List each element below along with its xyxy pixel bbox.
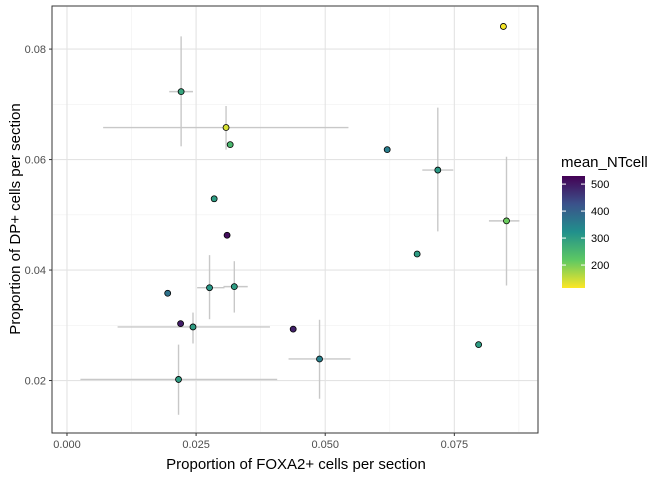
data-point	[223, 231, 231, 239]
x-tick-label: 0.050	[311, 439, 339, 451]
y-axis-title: Proportion of DP+ cells per section	[7, 103, 24, 334]
data-point	[189, 323, 197, 331]
legend-ticks: 200 300 400 500	[562, 179, 609, 272]
data-point	[177, 88, 185, 96]
data-point	[316, 355, 323, 363]
y-tick-label: 0.02	[25, 376, 46, 388]
y-axis-ticks: 0.02 0.04 0.06 0.08	[25, 44, 52, 388]
data-point	[222, 124, 230, 131]
data-points	[164, 23, 510, 383]
legend-tick-label: 400	[591, 206, 609, 218]
plot-border	[51, 5, 539, 434]
x-tick-label: 0.025	[182, 439, 210, 451]
data-point	[230, 283, 238, 291]
x-axis-ticks: 0.000 0.025 0.050 0.075	[53, 433, 468, 451]
y-tick-label: 0.08	[25, 44, 46, 56]
data-point	[383, 146, 391, 154]
data-point	[413, 250, 421, 258]
data-point	[503, 217, 510, 225]
y-tick-label: 0.06	[25, 155, 46, 167]
x-tick-label: 0.000	[53, 439, 81, 451]
data-point	[210, 195, 218, 203]
minor-gridlines	[52, 6, 538, 433]
x-tick-label: 0.075	[441, 439, 469, 451]
data-point	[289, 325, 297, 333]
legend-tick-label: 200	[591, 260, 609, 272]
major-gridlines	[52, 6, 538, 433]
plot-panel	[51, 5, 539, 434]
legend-colorbar	[562, 176, 585, 288]
data-point	[499, 23, 507, 30]
data-point	[177, 320, 185, 328]
data-point	[226, 141, 234, 149]
y-tick-label: 0.04	[25, 265, 46, 277]
data-point	[434, 166, 442, 174]
color-legend: mean_NTcell 200 300 400 500	[561, 154, 648, 288]
data-point	[175, 376, 182, 383]
data-point	[206, 284, 213, 292]
data-point	[164, 289, 172, 297]
legend-tick-label: 300	[591, 233, 609, 245]
legend-title: mean_NTcell	[561, 154, 648, 171]
legend-tick-label: 500	[591, 179, 609, 191]
data-point	[475, 341, 483, 349]
x-axis-title: Proportion of FOXA2+ cells per section	[166, 456, 426, 473]
